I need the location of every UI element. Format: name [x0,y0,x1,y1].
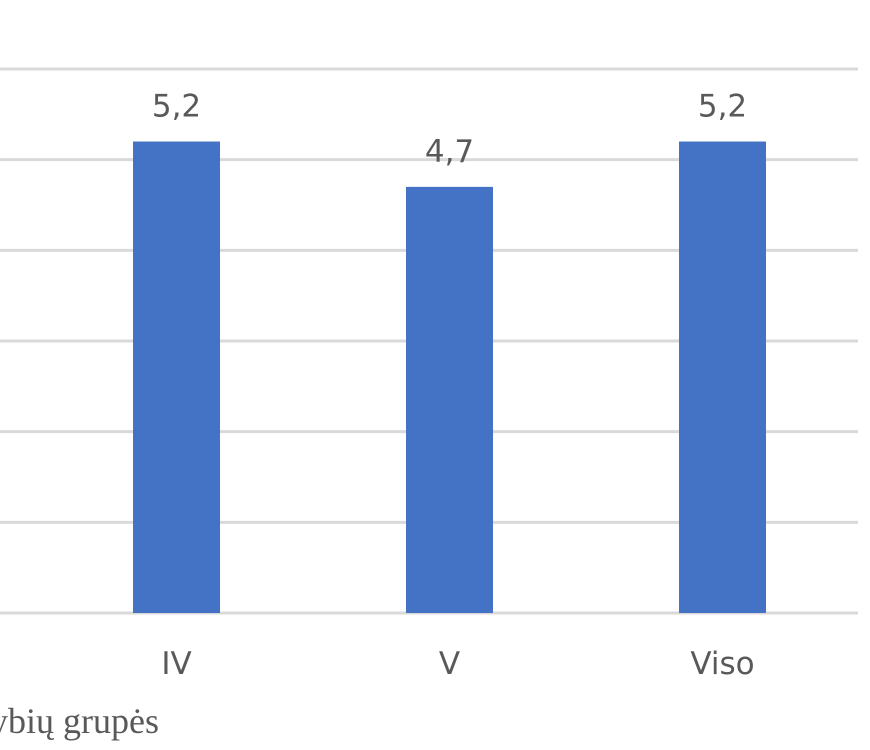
data-label-iv: 5,2 [152,89,201,125]
data-label-viso: 5,2 [698,89,747,125]
bars [133,141,766,614]
x-tick-label-viso: Viso [690,646,754,682]
x-tick-label-v: V [439,646,460,682]
bar-v [406,186,493,613]
bar-iv [133,141,220,614]
data-label-v: 4,7 [425,134,474,170]
x-tick-label-iv: IV [161,646,191,682]
data-labels: 5,2 4,7 5,2 [152,89,747,170]
x-axis-title: dybių grupės [0,701,159,741]
bar-viso [679,141,766,614]
x-axis-tick-labels: IV V Viso [161,646,754,682]
